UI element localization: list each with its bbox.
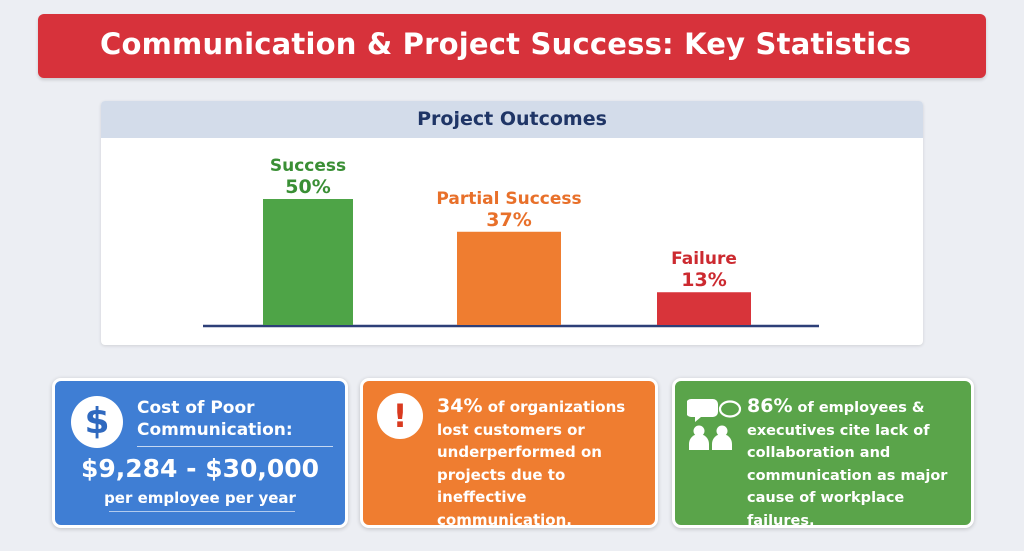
cost-subtitle: per employee per year [104, 489, 296, 507]
customers-text: 34% of organizations lost customers or u… [437, 395, 651, 528]
bar-category-label: Failure [671, 249, 737, 269]
collaboration-card: 86% of employees & executives cite lack … [672, 378, 974, 528]
project-outcomes-chart: Project Outcomes 50% Success 37% Partial Su… [101, 101, 923, 345]
cost-label: Cost of Poor Communication: [137, 398, 293, 440]
customers-card: ! 34% of organizations lost customers or… [360, 378, 658, 528]
bar-category-label: Partial Success [436, 189, 581, 209]
page-title: Communication & Project Success: Key Sta… [100, 27, 912, 61]
collaboration-pct: 86% [747, 395, 793, 417]
collaboration-body: of employees & executives cite lack of c… [747, 400, 948, 528]
people-speech-icon [687, 399, 742, 450]
bar-value-label: 37% [486, 209, 531, 231]
collaboration-text: 86% of employees & executives cite lack … [747, 395, 969, 528]
cost-underline [109, 511, 295, 512]
chart-title: Project Outcomes [417, 108, 607, 130]
customers-pct: 34% [437, 395, 483, 417]
cost-card: $ Cost of Poor Communication: $9,284 - $… [52, 378, 348, 528]
customers-body: of organizations lost customers or under… [437, 398, 626, 528]
dollar-icon: $ [71, 396, 123, 448]
bar-category-label: Success [270, 156, 346, 176]
bar-partial-success [457, 231, 561, 325]
bar-value-label: 13% [681, 269, 726, 291]
bar-success [263, 199, 353, 325]
title-banner: Communication & Project Success: Key Sta… [38, 14, 986, 78]
exclamation-icon: ! [377, 393, 423, 439]
bar-failure [657, 292, 751, 325]
bar-value-label: 50% [285, 176, 330, 198]
bar-chart-svg: 50%Success 37%Partial Success 13%Failure [203, 156, 819, 328]
cost-value: $9,284 - $30,000 [80, 454, 320, 483]
chart-header: Project Outcomes [101, 101, 923, 138]
cost-divider [137, 446, 333, 447]
